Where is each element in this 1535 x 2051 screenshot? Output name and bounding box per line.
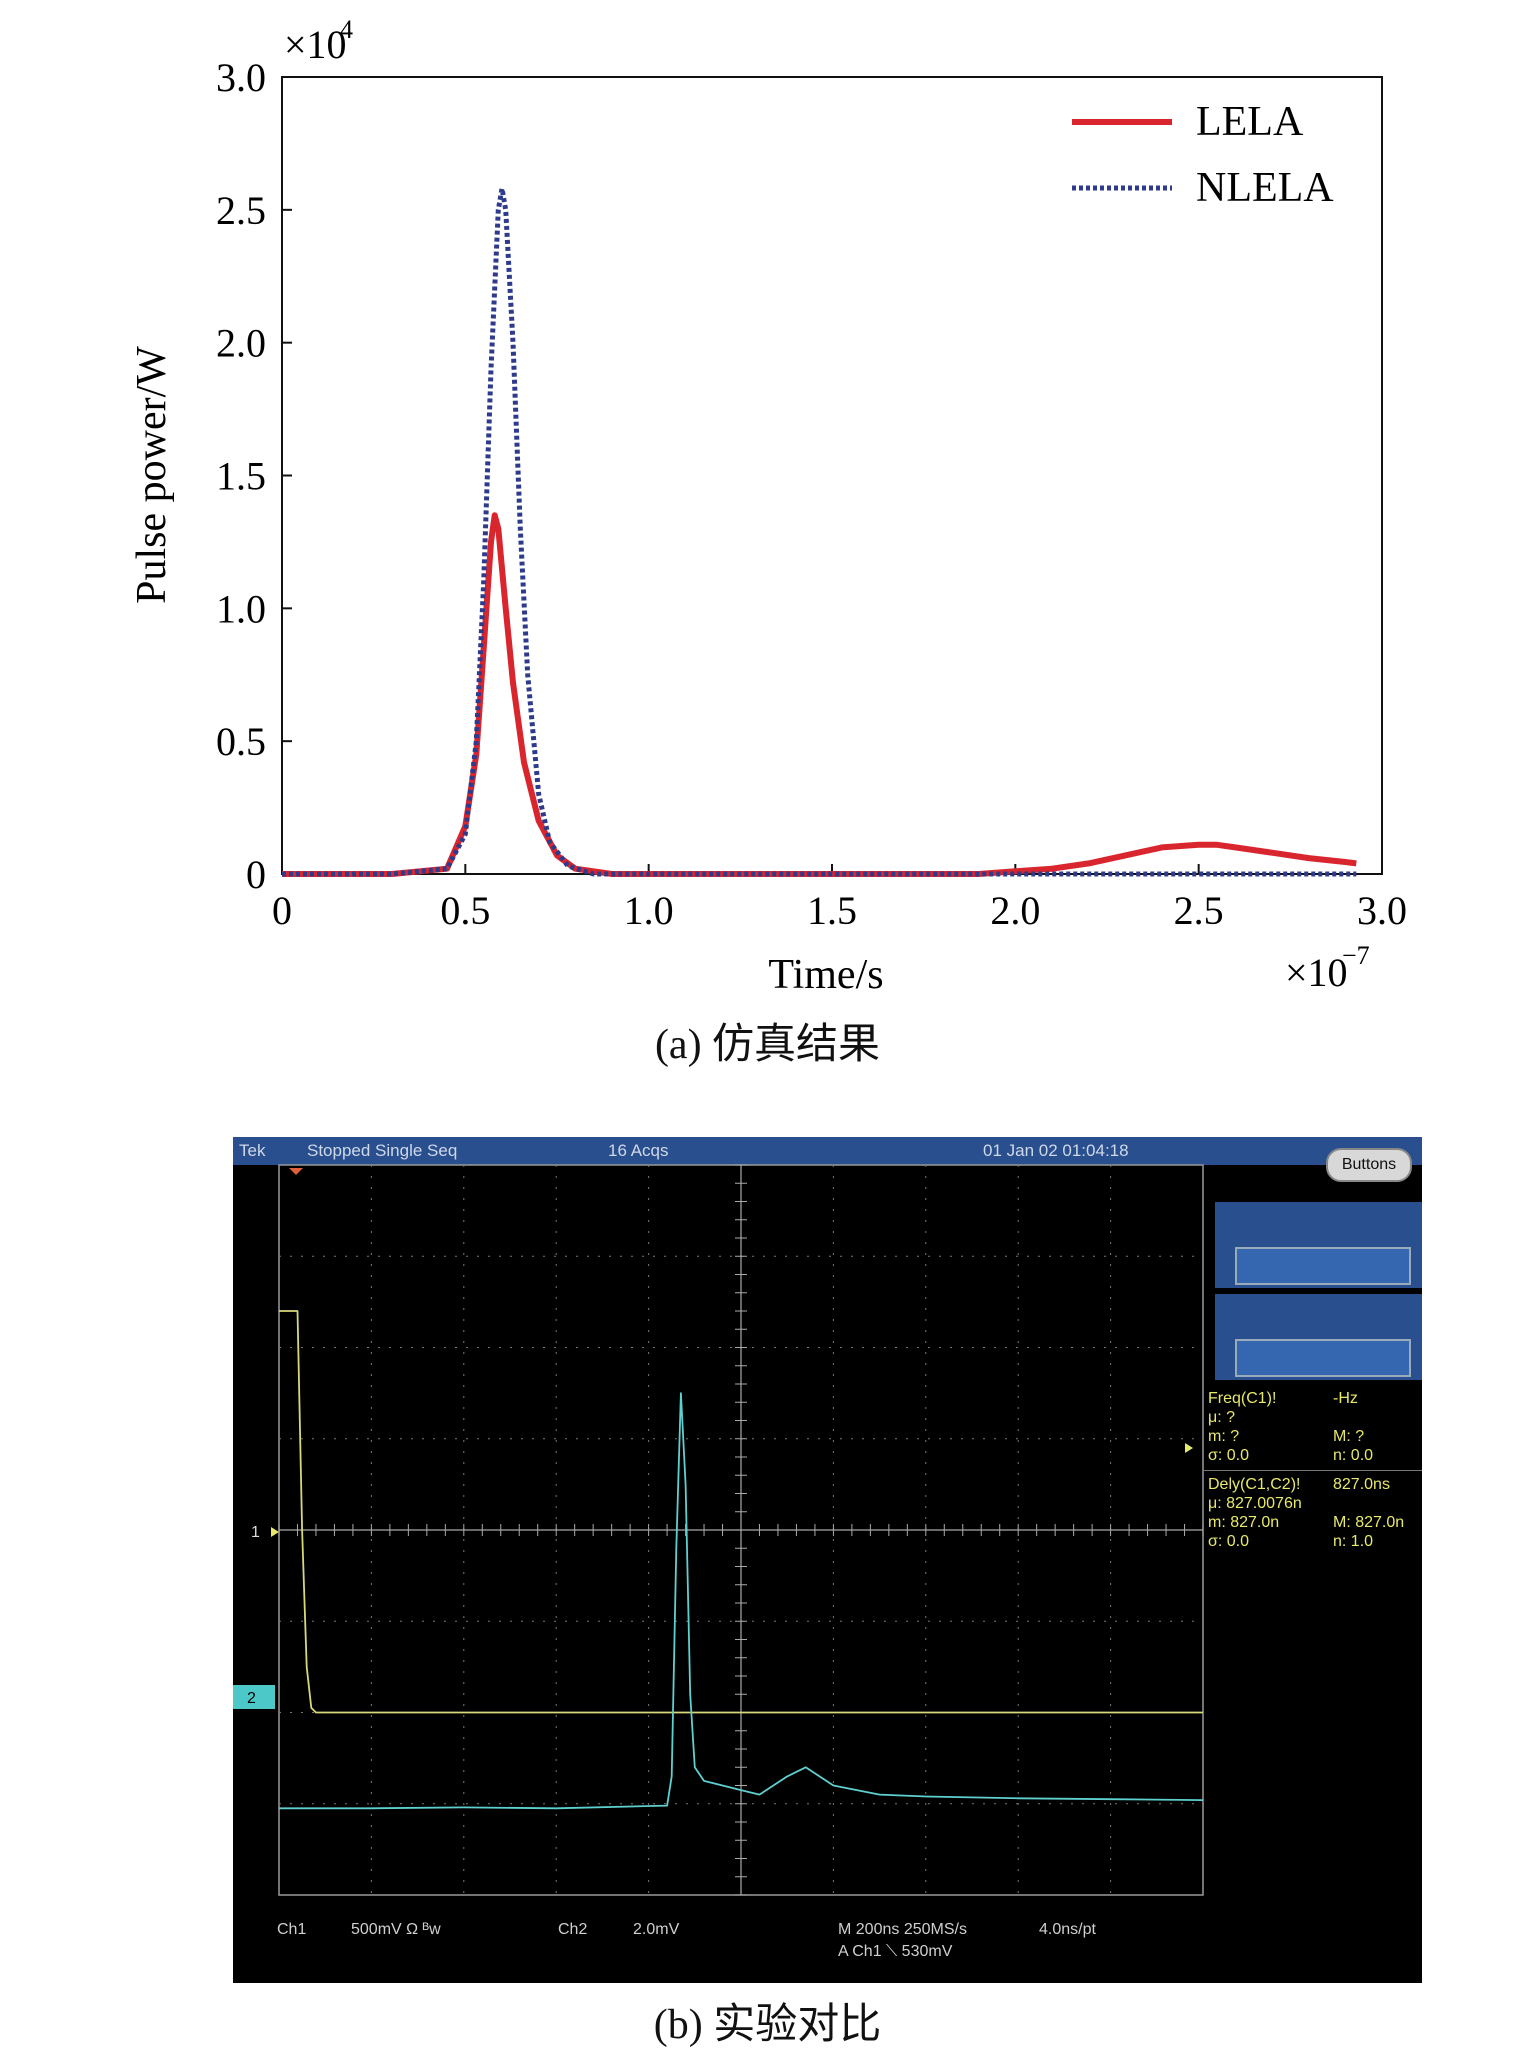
series-line-lela	[282, 512, 1357, 877]
scope-traces	[279, 1310, 1204, 1810]
side-panel-box[interactable]	[1235, 1339, 1411, 1377]
side-panel-box[interactable]	[1235, 1247, 1411, 1285]
scope-brand: Tek	[239, 1141, 266, 1160]
scope-status-bar: Tek Stopped Single Seq 16 Acqs 01 Jan 02…	[233, 1137, 1422, 1165]
buttons-button[interactable]: Buttons	[1326, 1148, 1412, 1182]
ch2-marker: 2	[247, 1690, 256, 1707]
trigger-setting: A Ch1 ⟍ 530mV	[838, 1943, 953, 1960]
y-tick-label: 0	[246, 852, 266, 897]
axis-ticks: 0 0.5 1.0 1.5 2.0 2.5 3.0 0 0.5 1.0 1.5 2.0 2.5 3.0	[216, 55, 1407, 933]
scope-acqs: 16 Acqs	[608, 1141, 669, 1160]
y-tick-label: 2.0	[216, 321, 266, 366]
scope-state: Stopped Single Seq	[307, 1141, 458, 1160]
trigger-position-marker	[289, 1168, 303, 1175]
side-panel-2	[1215, 1294, 1422, 1380]
simulation-chart: 0 0.5 1.0 1.5 2.0 2.5 3.0 0 0.5 1.0 1.5 2.0 2.5 3.0 ×…	[129, 15, 1407, 998]
meas2-mean: μ: 827.0076n	[1208, 1495, 1302, 1512]
x-tick-label: 2.0	[990, 888, 1040, 933]
meas2-count: n: 1.0	[1333, 1533, 1374, 1550]
legend-label-lela: LELA	[1196, 99, 1304, 145]
meas2-min: m: 827.0n	[1208, 1514, 1280, 1531]
side-panel-1	[1215, 1202, 1422, 1288]
y-multiplier-exp: 4	[340, 15, 353, 44]
ch1-marker: 1	[251, 1524, 260, 1541]
trace-ch1	[279, 1310, 1203, 1714]
ch1-level-arrow	[271, 1527, 279, 1537]
x-tick-label: 1.5	[807, 888, 857, 933]
meas2-sigma: σ: 0.0	[1208, 1533, 1250, 1550]
series-line-nlela	[282, 186, 1357, 877]
trigger-level-arrow	[1185, 1443, 1193, 1453]
ch2-label: Ch2	[558, 1921, 588, 1938]
meas1-title: Freq(C1)!	[1208, 1390, 1277, 1407]
trace-ch2	[279, 1392, 1204, 1810]
meas2-value: 827.0ns	[1333, 1476, 1390, 1493]
x-tick-label: 3.0	[1357, 888, 1407, 933]
x-multiplier-exp: −7	[1342, 941, 1370, 970]
ch2-scale: 2.0mV	[633, 1921, 680, 1938]
y-tick-label: 1.5	[216, 454, 266, 499]
graticule-grid	[278, 1164, 1204, 1896]
meas1-sigma: σ: 0.0	[1208, 1447, 1250, 1464]
scope-graticule: 2 1	[233, 1164, 1204, 1896]
resolution: 4.0ns/pt	[1039, 1921, 1096, 1938]
meas1-max: M: ?	[1333, 1428, 1365, 1445]
timebase: M 200ns 250MS/s	[838, 1921, 967, 1938]
ch1-label: Ch1	[277, 1921, 307, 1938]
y-axis-label: Pulse power/W	[129, 346, 175, 604]
x-multiplier-base: ×10	[1285, 950, 1348, 995]
meas-divider	[1203, 1470, 1422, 1471]
y-tick-label: 2.5	[216, 188, 266, 233]
legend: LELA NLELA	[1072, 99, 1334, 211]
caption-a: (a) 仿真结果	[654, 1022, 881, 1068]
meas1-value: -Hz	[1333, 1390, 1358, 1407]
legend-label-nlela: NLELA	[1196, 165, 1334, 211]
series-curves	[282, 186, 1357, 877]
y-multiplier-base: ×10	[284, 22, 347, 67]
meas1-min: m: ?	[1208, 1428, 1240, 1445]
meas2-max: M: 827.0n	[1333, 1514, 1405, 1531]
x-tick-label: 2.5	[1174, 888, 1224, 933]
x-axis-label: Time/s	[768, 952, 883, 998]
x-tick-label: 0	[272, 888, 292, 933]
meas2-title: Dely(C1,C2)!	[1208, 1476, 1301, 1493]
x-tick-label: 0.5	[440, 888, 490, 933]
scope-datetime: 01 Jan 02 01:04:18	[983, 1141, 1129, 1160]
y-tick-label: 0.5	[216, 719, 266, 764]
meas1-count: n: 0.0	[1333, 1447, 1374, 1464]
y-tick-label: 1.0	[216, 586, 266, 631]
x-tick-label: 1.0	[624, 888, 674, 933]
ch2-marker-bg	[233, 1685, 275, 1709]
meas1-mean: μ: ?	[1208, 1409, 1236, 1426]
ch1-scale: 500mV Ω ᴮw	[351, 1921, 441, 1938]
y-tick-label: 3.0	[216, 55, 266, 100]
caption-b: (b) 实验对比	[653, 2002, 882, 2048]
oscilloscope-screen: Tek Stopped Single Seq 16 Acqs 01 Jan 02…	[233, 1137, 1422, 1983]
